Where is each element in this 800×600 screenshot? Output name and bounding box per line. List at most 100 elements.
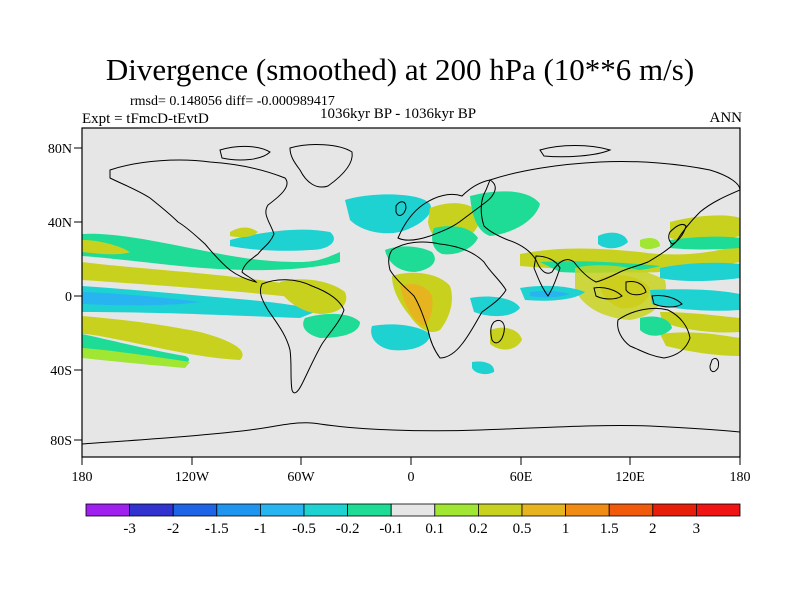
coast-indonesia-2 xyxy=(625,281,647,296)
lat-label-40s: 40S xyxy=(50,364,72,379)
field-band-npac-north xyxy=(82,233,340,271)
field-natl-yellow xyxy=(230,227,258,238)
colorbar-label-3: 3 xyxy=(693,521,701,537)
field-natl-blue xyxy=(230,229,334,251)
coast-japan xyxy=(668,223,687,245)
coast-india xyxy=(533,255,561,297)
colorbar-labels: -3 -2 -1.5 -1 -0.5 -0.2 -0.1 0.1 0.2 0.5… xyxy=(123,521,700,537)
period-label: 1036kyr BP - 1036kyr BP xyxy=(320,106,477,122)
colorbar-box xyxy=(172,503,218,517)
coast-greenland xyxy=(289,144,353,188)
colorbar xyxy=(85,503,741,517)
field-epac-blue xyxy=(650,289,740,311)
colorbar-label-1: 1 xyxy=(562,521,570,537)
coast-south-america xyxy=(259,279,345,394)
lat-ticks xyxy=(74,147,82,441)
lon-label-0: 0 xyxy=(408,470,415,485)
field-eurasia-small2 xyxy=(640,238,660,249)
colorbar-box xyxy=(696,503,741,517)
field-satl-blue xyxy=(371,324,430,351)
lon-label-60e: 60E xyxy=(510,470,533,485)
colorbar-box xyxy=(303,503,348,517)
field-africa-north xyxy=(385,246,435,272)
field-africa-orange xyxy=(400,284,433,326)
coast-newzealand xyxy=(709,357,719,373)
field-band-spac-green xyxy=(82,334,190,365)
lat-label-40n: 40N xyxy=(48,216,72,231)
colorbar-box xyxy=(434,503,479,517)
coast-arctic-islands xyxy=(219,145,271,161)
lon-label-180e: 180 xyxy=(730,470,751,485)
coast-madagascar xyxy=(490,319,505,344)
field-eurasia-green xyxy=(470,191,540,236)
field-epac-yellow xyxy=(660,312,740,333)
lon-label-120e: 120E xyxy=(615,470,645,485)
field-warmpool-yellow xyxy=(575,265,666,320)
colorbar-box xyxy=(85,503,130,517)
field-band-npac-yellow xyxy=(82,240,130,255)
coast-north-america xyxy=(109,159,288,283)
coast-africa xyxy=(388,241,507,359)
field-south-atl-small xyxy=(472,361,495,375)
lat-label-eq: 0 xyxy=(65,290,72,305)
field-band-spac-yellow xyxy=(82,316,243,360)
colorbar-label-neg0-1: -0.1 xyxy=(379,521,403,537)
field-eurasia-small xyxy=(598,232,628,249)
field-sepac-yellow xyxy=(660,332,740,356)
colorbar-box xyxy=(216,503,261,517)
colorbar-box xyxy=(652,503,697,517)
colorbar-box xyxy=(390,503,436,517)
field-band-spac-low xyxy=(82,348,190,368)
colorbar-label-1-5: 1.5 xyxy=(600,521,619,537)
lon-label-180w: 180 xyxy=(72,470,93,485)
field-band-equator-blue xyxy=(82,286,320,318)
colorbar-box xyxy=(521,503,566,517)
field-nwpac-blue xyxy=(660,262,740,281)
colorbar-box xyxy=(565,503,610,517)
colorbar-label-neg0-5: -0.5 xyxy=(292,521,316,537)
field-nwpac-green xyxy=(670,236,740,250)
colorbar-label-neg2: -2 xyxy=(167,521,180,537)
coast-asia xyxy=(480,160,740,283)
field-australia-green xyxy=(640,316,672,336)
divergence-field xyxy=(82,191,740,375)
field-mideast-green xyxy=(432,226,478,255)
coast-newguinea xyxy=(651,295,683,308)
colorbar-label-neg1: -1 xyxy=(254,521,267,537)
colorbar-box xyxy=(608,503,654,517)
lon-ticks xyxy=(81,457,741,465)
field-samerica-yellow xyxy=(280,279,347,314)
coastlines xyxy=(82,144,740,445)
colorbar-box xyxy=(477,503,523,517)
coast-uk xyxy=(395,201,407,216)
field-mozambique xyxy=(490,327,522,350)
season-label: ANN xyxy=(709,110,743,126)
lon-label-60w: 60W xyxy=(287,470,315,485)
field-band-equator-inner xyxy=(82,292,200,306)
field-nwpac-yellow xyxy=(670,215,740,242)
field-band-npac-south xyxy=(82,262,330,298)
coast-europe xyxy=(397,179,496,241)
experiment-label: Expt = tFmcD-tEvtD xyxy=(82,111,209,127)
map-title: Divergence (smoothed) at 200 hPa (10**6 … xyxy=(105,52,695,87)
colorbar-label-neg3: -3 xyxy=(123,521,136,537)
colorbar-box xyxy=(129,503,174,517)
coast-australia xyxy=(617,307,691,359)
coast-antarctica xyxy=(82,422,740,445)
field-eq-indian-deep xyxy=(530,290,570,298)
colorbar-label-2: 2 xyxy=(649,521,657,537)
colorbar-label-neg0-2: -0.2 xyxy=(336,521,360,537)
colorbar-box xyxy=(259,503,305,517)
colorbar-box xyxy=(347,503,392,517)
lat-label-80s: 80S xyxy=(50,434,72,449)
colorbar-label-neg1-5: -1.5 xyxy=(205,521,229,537)
lat-label-80n: 80N xyxy=(48,142,72,157)
rmsd-diff-stats: rmsd= 0.148056 diff= -0.000989417 xyxy=(130,94,335,109)
field-samerica-green xyxy=(303,313,360,338)
lon-label-120w: 120W xyxy=(175,470,210,485)
colorbar-label-0-1: 0.1 xyxy=(425,521,444,537)
coast-arctic-islands-2 xyxy=(539,145,612,158)
coast-indonesia-1 xyxy=(593,287,623,300)
colorbar-label-0-2: 0.2 xyxy=(469,521,488,537)
